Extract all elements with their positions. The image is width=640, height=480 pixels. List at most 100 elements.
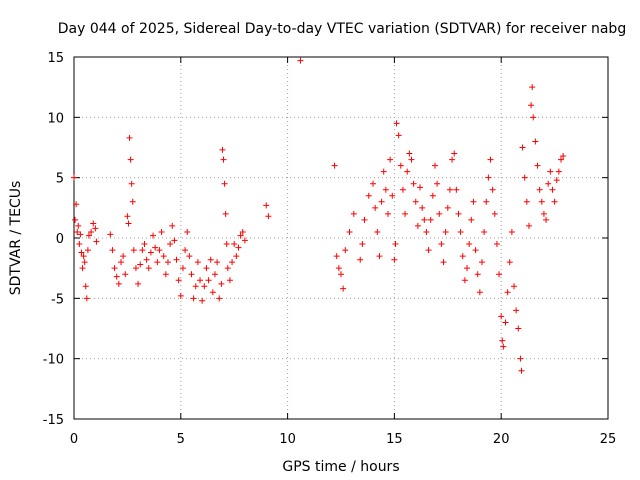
data-point (75, 222, 82, 229)
data-point (220, 156, 227, 163)
data-point (124, 213, 131, 220)
data-point (197, 277, 204, 284)
data-point (224, 265, 231, 272)
data-point (551, 198, 558, 205)
x-tick-label: 15 (386, 432, 403, 447)
data-point (150, 232, 157, 239)
y-axis-label: SDTVAR / TECUs (8, 181, 24, 296)
data-point (389, 192, 396, 199)
data-point (468, 216, 475, 223)
data-point (79, 265, 86, 272)
data-point (342, 247, 349, 254)
data-point (192, 283, 199, 290)
data-point (461, 277, 468, 284)
data-point (83, 295, 90, 302)
data-point (177, 292, 184, 299)
data-point (423, 228, 430, 235)
data-point (493, 241, 500, 248)
x-tick-label: 25 (600, 432, 617, 447)
data-point (549, 186, 556, 193)
data-point (135, 280, 142, 287)
data-point (205, 277, 212, 284)
data-point (229, 259, 236, 266)
data-point (453, 186, 460, 193)
data-point (141, 241, 148, 248)
data-point (412, 198, 419, 205)
data-point (459, 253, 466, 260)
data-point (408, 156, 415, 163)
y-tick-label: 5 (56, 172, 64, 187)
data-point (331, 162, 338, 169)
data-point (438, 241, 445, 248)
data-point (474, 271, 481, 278)
data-point (226, 277, 233, 284)
data-point (499, 337, 506, 344)
x-axis-label: GPS time / hours (282, 459, 399, 475)
data-point (419, 204, 426, 211)
data-point (365, 192, 372, 199)
data-point (265, 213, 272, 220)
data-point (376, 253, 383, 260)
data-point (515, 325, 522, 332)
data-point (74, 228, 81, 235)
data-point (528, 102, 535, 109)
data-point (186, 253, 193, 260)
data-point (156, 247, 163, 254)
data-point (502, 319, 509, 326)
data-point (182, 247, 189, 254)
data-point (73, 201, 80, 208)
data-point (470, 198, 477, 205)
data-point (357, 256, 364, 263)
x-tick-label: 5 (177, 432, 185, 447)
data-point (129, 198, 136, 205)
data-point (543, 216, 550, 223)
data-point (387, 156, 394, 163)
data-point (440, 259, 447, 266)
data-point (263, 202, 270, 209)
data-point (558, 156, 565, 163)
data-point (169, 222, 176, 229)
data-point (117, 259, 124, 266)
data-point (125, 220, 132, 227)
data-point (223, 241, 230, 248)
data-point (410, 180, 417, 187)
data-point (335, 265, 342, 272)
data-point (532, 138, 539, 145)
data-point (498, 313, 505, 320)
data-point (132, 265, 139, 272)
data-point (188, 271, 195, 278)
data-point (472, 247, 479, 254)
data-point (444, 204, 451, 211)
x-tick-label: 0 (70, 432, 78, 447)
data-point (239, 228, 246, 235)
data-point (466, 241, 473, 248)
data-point (84, 247, 91, 254)
data-point (88, 228, 95, 235)
data-point (219, 146, 226, 153)
data-point (78, 249, 85, 256)
data-point (529, 84, 536, 91)
data-point (82, 283, 89, 290)
data-point (128, 180, 135, 187)
data-point (496, 271, 503, 278)
data-point (504, 289, 511, 296)
data-point (476, 289, 483, 296)
y-tick-label: -15 (43, 413, 64, 428)
data-point (154, 259, 161, 266)
data-point (397, 162, 404, 169)
y-tick-label: 15 (47, 51, 64, 66)
data-point (214, 259, 221, 266)
data-point (404, 168, 411, 175)
data-point (162, 271, 169, 278)
data-point (359, 241, 366, 248)
data-point (113, 273, 120, 280)
data-point (107, 231, 114, 238)
data-point (491, 210, 498, 217)
data-point (519, 144, 526, 151)
data-point (478, 259, 485, 266)
data-point (201, 283, 208, 290)
data-point (449, 156, 456, 163)
data-point (517, 355, 524, 362)
data-point (233, 253, 240, 260)
